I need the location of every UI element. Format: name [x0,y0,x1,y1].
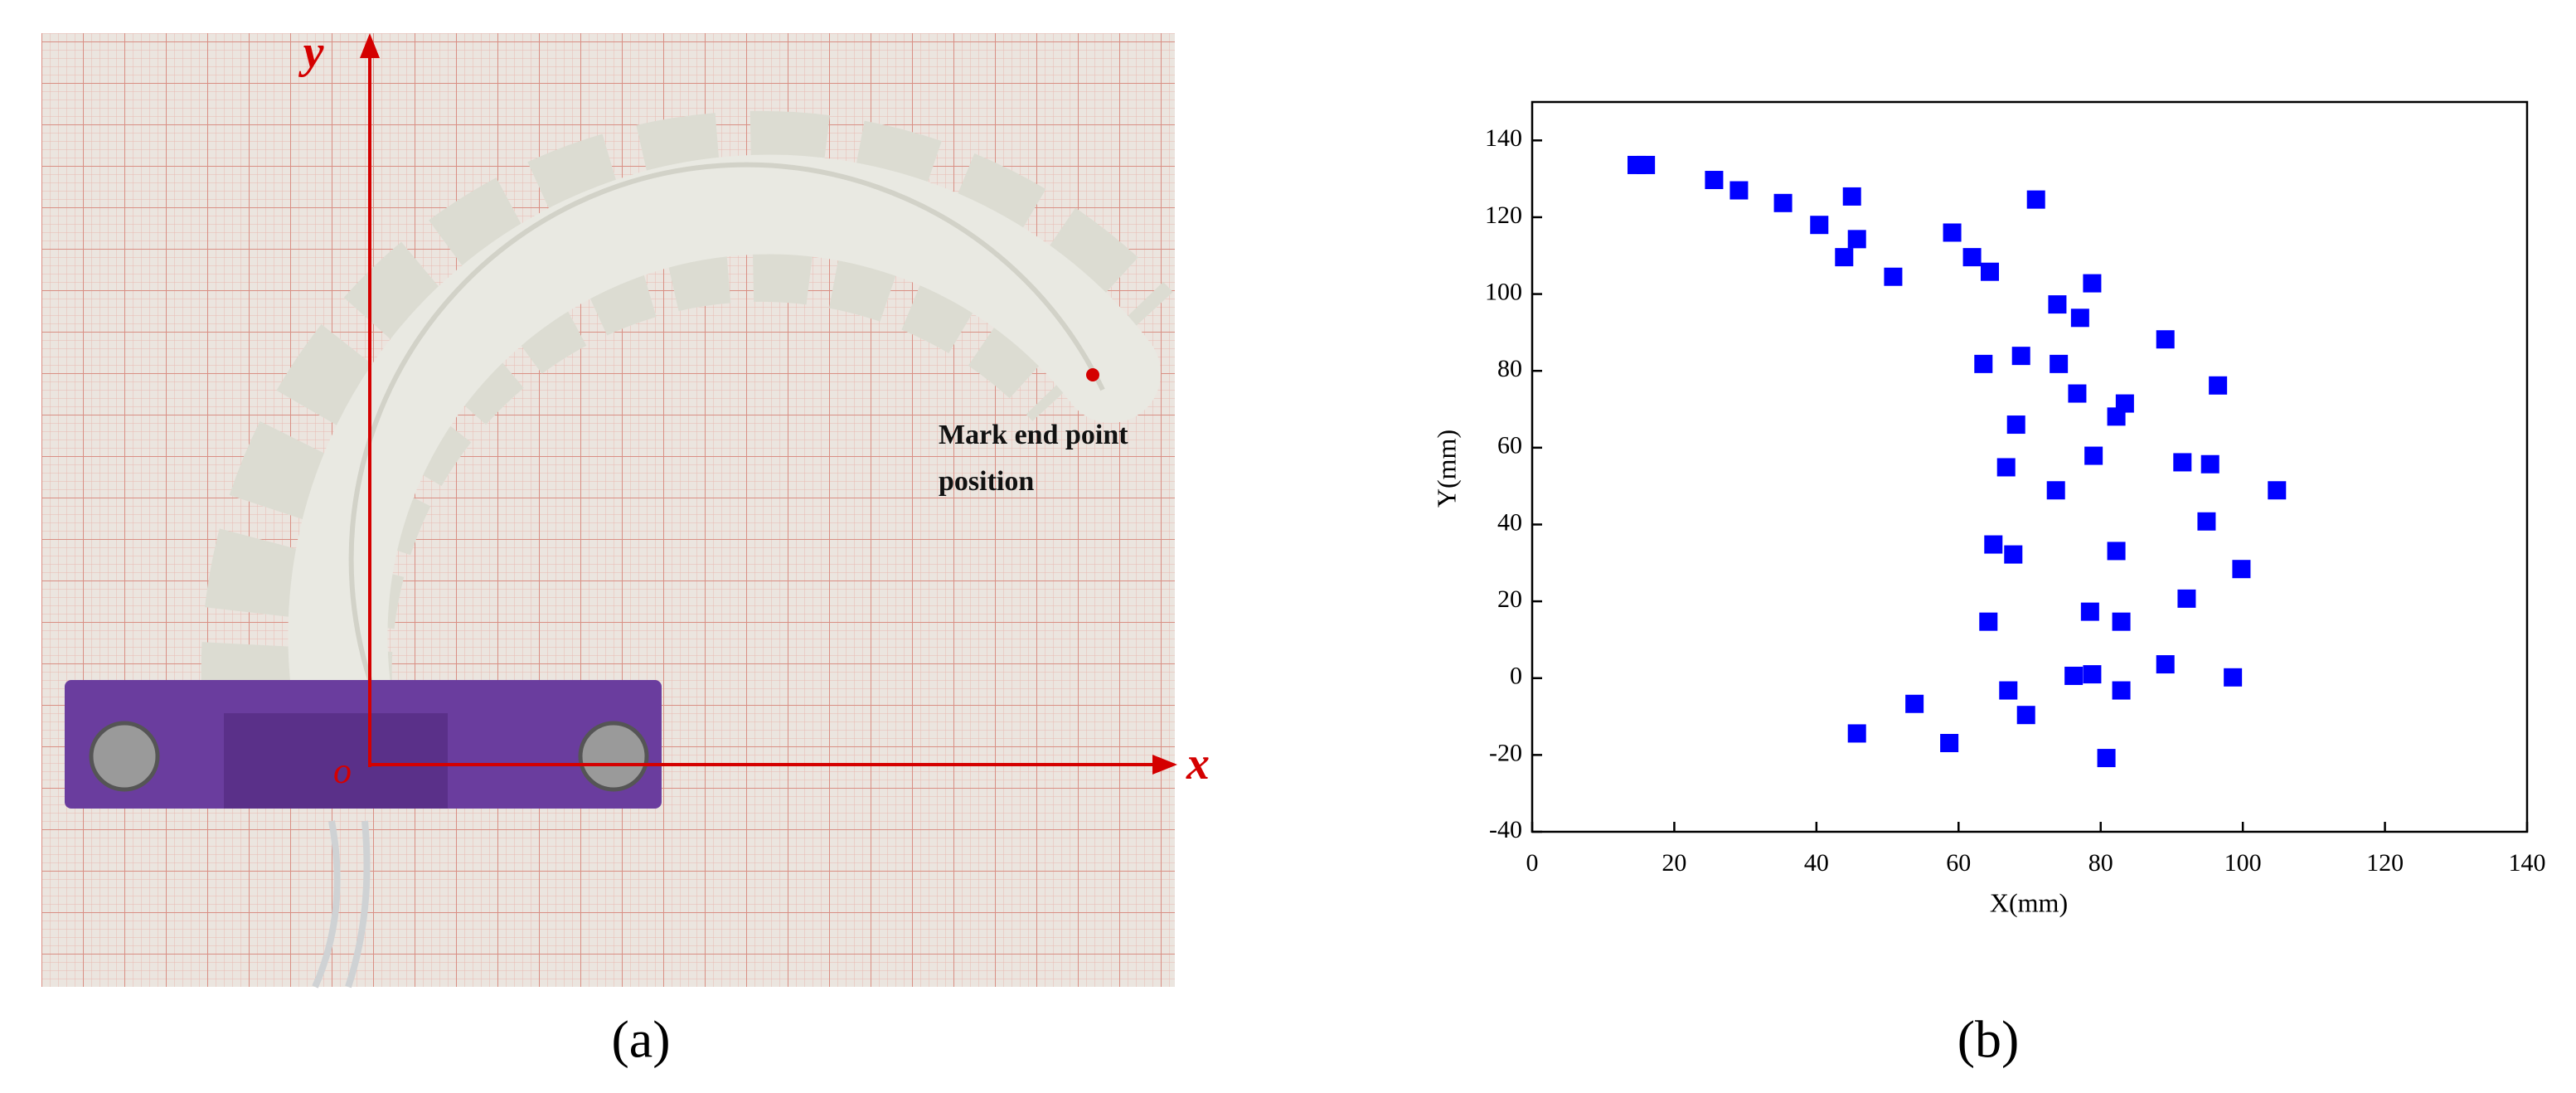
caption: (a) [611,1010,670,1069]
photo-y-label: y [298,27,325,78]
y-tick-label: 120 [1485,202,1522,229]
point [2011,347,2030,366]
point [1943,223,1962,242]
y-tick-label: 140 [1485,124,1522,152]
y-tick-label: -20 [1489,739,1522,766]
point [2097,749,2116,768]
point [2004,545,2023,564]
point [1842,187,1861,206]
x-tick-label: 60 [1946,849,1971,877]
arrowhead [1152,755,1177,775]
point [2197,512,2216,531]
y-tick-label: 20 [1497,585,1522,613]
point [2048,295,2067,314]
point [1962,248,1982,267]
point [1847,230,1866,249]
point [2026,190,2045,209]
point [2050,354,2069,373]
point [1996,458,2016,477]
point [2224,668,2243,687]
point [2107,542,2126,561]
y-tick-label: 60 [1497,432,1522,459]
point [2268,481,2287,500]
screw [89,721,160,792]
point [1637,155,1656,174]
point [2080,602,2099,621]
point [1979,612,1998,631]
point [2064,666,2084,685]
point [1905,694,1924,713]
point [1884,267,1903,286]
y-axis-title: Y(mm) [1431,430,1461,508]
point [2107,407,2126,426]
point [2083,274,2102,293]
point [2112,612,2131,631]
tubes [312,820,371,989]
base-block [224,713,448,809]
point [1999,681,2018,700]
point [2084,446,2103,465]
actuator-edge [348,162,1105,731]
photo-x-label: x [1186,738,1210,789]
x-tick-label: 0 [1526,849,1539,877]
y-tick-label: -40 [1489,816,1522,843]
caption: (b) [1957,1010,2020,1069]
point [2173,453,2192,472]
point [2232,560,2251,579]
point [2046,481,2065,500]
photo-origin-label: o [333,751,352,791]
annotation: position [939,466,1034,497]
point [2016,706,2035,725]
y-tick-label: 80 [1497,355,1522,382]
photo-panel: y x o Mark end point position [41,27,1210,989]
point [1981,262,1999,281]
screw [578,721,649,792]
point [1847,724,1866,743]
point [2200,454,2219,474]
point [1773,193,1793,212]
y-tick-label: 100 [1485,278,1522,305]
x-axis-title: X(mm) [1990,887,2068,917]
x-tick-label: 100 [2224,849,2262,877]
point [2209,376,2228,395]
point [1984,535,2003,554]
x-tick-label: 140 [2509,849,2546,877]
x-tick-label: 40 [1804,849,1829,877]
point [2068,384,2087,403]
point [2156,655,2175,674]
x-tick-label: 80 [2088,849,2113,877]
point [1974,354,1993,373]
y-tick-label: 0 [1510,663,1522,690]
point [2112,681,2131,700]
actuator-body [288,154,1161,780]
point [2156,330,2175,349]
plot-frame [1531,100,2529,833]
point [1729,181,1749,200]
point [2177,589,2196,608]
arrowhead [360,33,380,58]
point [2070,308,2089,328]
point [1940,734,1959,753]
point [2006,415,2025,435]
point [1810,216,1829,235]
x-tick-label: 120 [2366,849,2404,877]
annotation: Mark end point [939,420,1128,450]
point [1705,171,1724,190]
point [2083,665,2102,684]
point [1835,248,1854,267]
y-tick-label: 40 [1497,508,1522,536]
x-tick-label: 20 [1662,849,1686,877]
end-point-marker [1086,368,1099,381]
